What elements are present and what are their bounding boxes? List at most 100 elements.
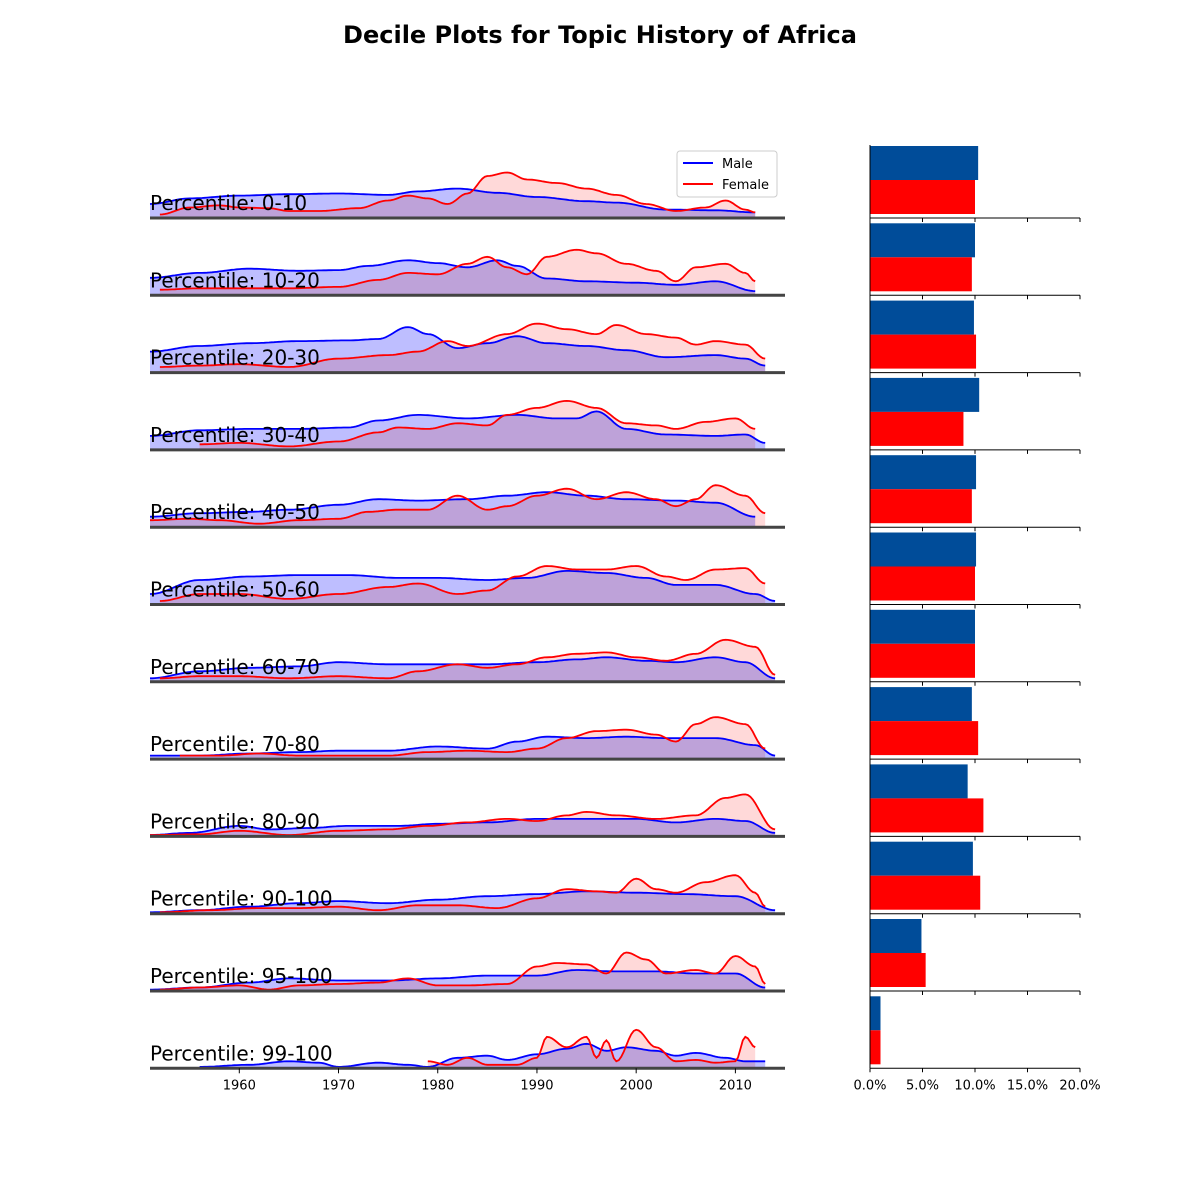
female-line (159, 565, 766, 602)
row-label: Percentile: 60-70 (150, 655, 320, 679)
female-area (179, 717, 766, 760)
female-bar (870, 180, 975, 214)
female-bar (870, 953, 926, 987)
row-label: Percentile: 20-30 (150, 346, 320, 370)
male-bar (870, 377, 980, 412)
bar-row (869, 223, 1081, 300)
legend-male-label: Male (722, 157, 753, 172)
female-area (159, 249, 756, 296)
male-bar (870, 764, 968, 799)
ridge-row: Percentile: 90-100 (150, 874, 785, 916)
row-label: Percentile: 70-80 (150, 732, 320, 756)
female-line (150, 484, 766, 525)
female-line (179, 716, 766, 757)
female-bar (870, 721, 979, 756)
ridge-row: Percentile: 99-100 (150, 1028, 785, 1070)
row-label: Percentile: 40-50 (150, 500, 320, 524)
bar-row (869, 532, 1081, 609)
male-bar (870, 532, 977, 567)
bar-tick-label: 10.0% (954, 1078, 995, 1093)
male-line (199, 1042, 766, 1068)
female-bar (870, 643, 975, 678)
female-bar (870, 875, 981, 910)
x-tick-label: 2010 (719, 1078, 752, 1093)
legend: Male Female (676, 150, 778, 198)
ridge-row: Percentile: 30-40 (150, 399, 785, 452)
bar-row (869, 455, 1081, 532)
bar-row (869, 609, 1081, 686)
female-area (159, 172, 756, 218)
bar-row (869, 764, 1081, 841)
bar-row (869, 996, 1081, 1073)
female-bar (870, 798, 984, 833)
bar-row (869, 841, 1081, 918)
ridge-row: Percentile: 40-50 (150, 484, 785, 529)
bar-row (869, 300, 1081, 377)
female-bar (870, 257, 972, 292)
x-tick-label: 1980 (421, 1078, 454, 1093)
female-area (159, 952, 766, 991)
female-bar (870, 1030, 881, 1065)
bar-row (869, 687, 1081, 764)
bar-tick-label: 0.0% (853, 1078, 886, 1093)
male-line (150, 410, 766, 444)
female-area (150, 794, 776, 837)
bar-row (869, 377, 1081, 454)
x-tick-label: 2000 (620, 1078, 653, 1093)
row-label: Percentile: 95-100 (150, 964, 333, 988)
ridge-row: Percentile: 20-30 (150, 322, 785, 375)
female-bar (870, 566, 975, 601)
male-bar (870, 223, 975, 258)
male-bar (870, 455, 977, 490)
ridge-row: Percentile: 80-90 (150, 793, 785, 838)
x-tick-label: 1990 (520, 1078, 553, 1093)
female-line (159, 171, 756, 216)
ridge-row: Percentile: 50-60 (149, 565, 785, 606)
bar-tick-label: 20.0% (1059, 1078, 1100, 1093)
male-bar (870, 687, 972, 722)
male-bar (870, 919, 922, 953)
x-tick-label: 1970 (322, 1078, 355, 1093)
male-bar (870, 146, 979, 180)
ridge-row: Percentile: 95-100 (150, 951, 785, 993)
male-line (150, 259, 756, 292)
row-label: Percentile: 90-100 (150, 887, 333, 911)
male-bar (870, 300, 974, 335)
row-label: Percentile: 80-90 (150, 809, 320, 833)
male-line (149, 187, 756, 214)
male-bar (870, 841, 973, 876)
legend-female-label: Female (722, 178, 769, 193)
bar-row (869, 146, 1081, 222)
female-bar (870, 411, 964, 446)
bar-axis: 0.0% 5.0% 10.0% 15.0% 20.0% (853, 1078, 1100, 1093)
female-line (159, 874, 766, 914)
female-area (159, 566, 766, 605)
row-label: Percentile: 99-100 (150, 1041, 333, 1065)
x-axis: 1960 1970 1980 1990 2000 2010 (223, 1068, 752, 1093)
female-area (159, 639, 776, 682)
ridge-row: Percentile: 70-80 (150, 716, 785, 761)
x-tick-label: 1960 (223, 1078, 256, 1093)
female-line (199, 399, 756, 448)
male-bar (870, 609, 975, 644)
female-area (159, 875, 766, 914)
bar-tick-label: 15.0% (1007, 1078, 1048, 1093)
bar-row (869, 919, 1081, 995)
ridge-row: Percentile: 0-10 (149, 171, 785, 220)
row-label: Percentile: 30-40 (150, 423, 320, 447)
bar-tick-label: 5.0% (906, 1078, 939, 1093)
male-line (149, 570, 776, 602)
female-line (159, 248, 756, 291)
ridge-row: Percentile: 60-70 (150, 638, 785, 684)
female-line (427, 1028, 756, 1066)
female-line (159, 638, 776, 680)
male-line (150, 890, 776, 914)
ridge-row: Percentile: 10-20 (150, 248, 785, 297)
row-label: Percentile: 50-60 (150, 578, 320, 602)
row-label: Percentile: 0-10 (150, 191, 307, 215)
female-line (150, 793, 776, 836)
female-line (159, 322, 766, 368)
female-line (159, 951, 766, 991)
bar-panel (869, 145, 1081, 1073)
